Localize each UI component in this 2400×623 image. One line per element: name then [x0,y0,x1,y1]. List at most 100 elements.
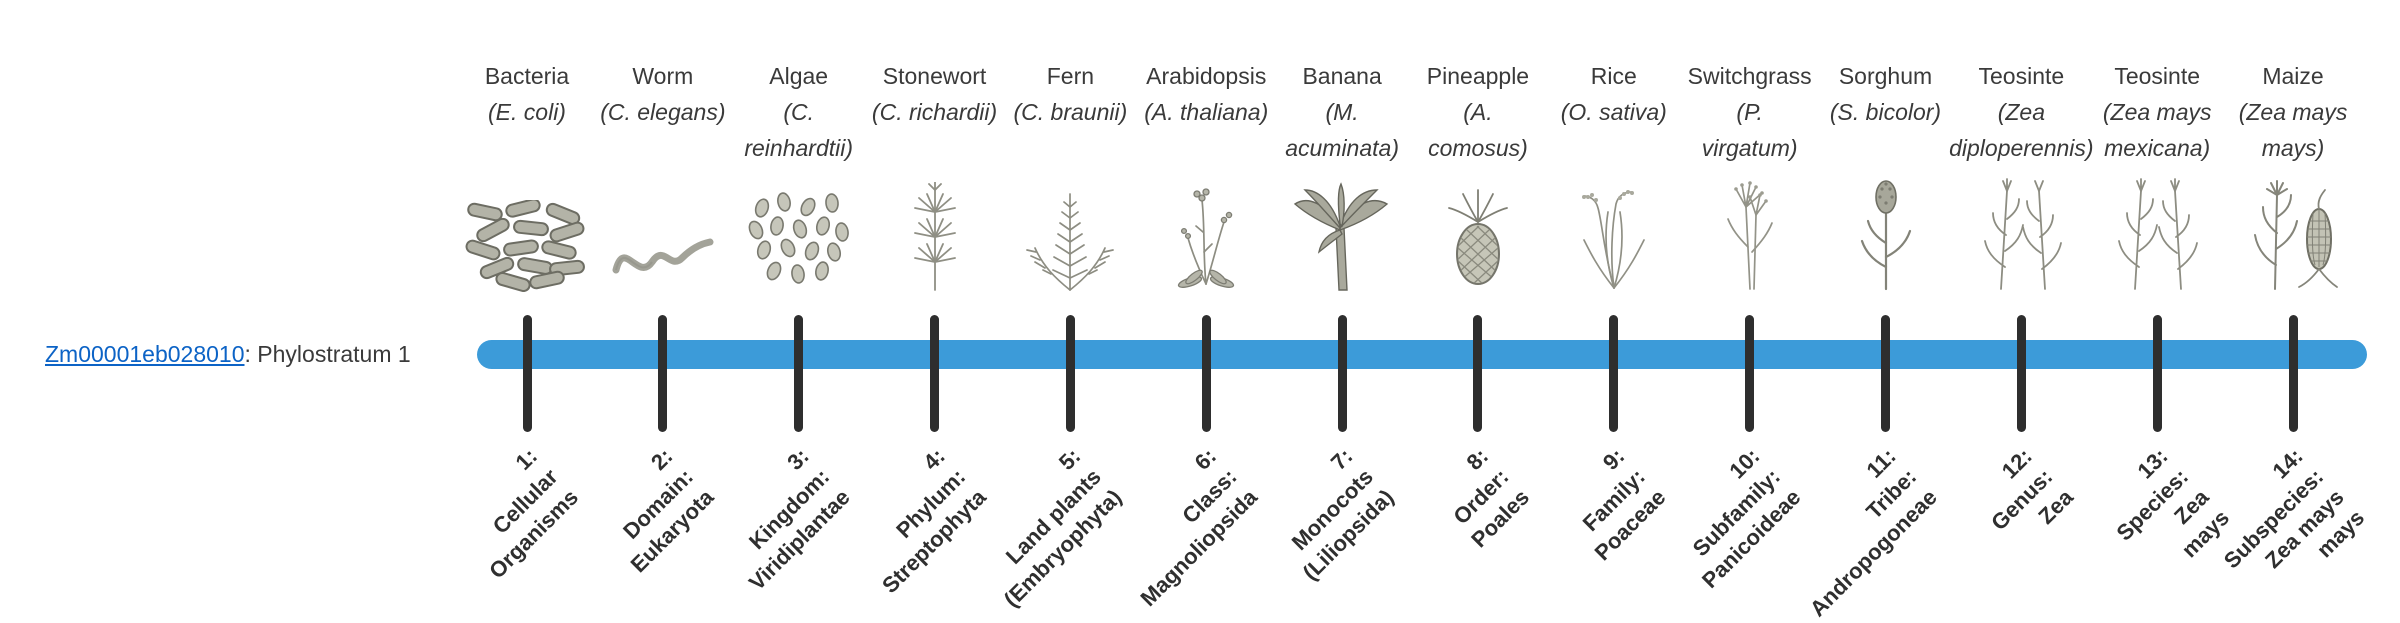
teosinte-mexicana-icon [2082,172,2232,292]
phylostratum-tick [1609,315,1619,432]
taxon-common-name: Rice [1590,63,1637,89]
taxon-name: Pineapple (A. comosus) [1403,58,1553,166]
scientific-name-line: (C. richardii) [871,99,998,125]
stratum-label: 1: Cellular Organisms [442,442,585,585]
scientific-name-line: diploperennis) [1949,135,2094,161]
taxon-scientific-name: (O. sativa) [1539,94,1689,130]
phylostratum-tick [2288,315,2298,432]
taxon-name: Switchgrass (P. virgatum) [1675,58,1825,166]
banana-icon [1267,172,1417,292]
stratum-label: 6: Class: Magnoliopsida [1093,442,1263,612]
taxon-common-name: Teosinte [2114,63,2201,89]
phylostrata-axis: Bacteria (E. coli) 1: Cellular Organisms Wor… [452,58,2370,621]
taxon-common-name: Algae [769,63,829,89]
gene-id-link[interactable]: Zm00001eb028010 [45,341,245,367]
stratum-label: 2: Domain: Eukaryota [584,442,721,579]
scientific-name-line: (Zea mays [2102,99,2212,125]
scientific-name-line: reinhardtii) [744,135,854,161]
taxon-scientific-name: (C. richardii) [860,94,1010,130]
scientific-name-line: (S. bicolor) [1829,99,1942,125]
stratum-label: 4: Phylum: Streptophyta [835,442,992,599]
scientific-name-line: virgatum) [1701,135,1798,161]
scientific-name-line: comosus) [1428,135,1528,161]
scientific-name-line: (Zea [1997,99,2045,125]
phylostratum-tick [1745,315,1755,432]
stonewort-icon [860,172,1010,292]
taxon-name: Rice (O. sativa) [1539,58,1689,130]
rice-icon [1539,172,1689,292]
worm-icon [588,172,738,292]
gene-label: Zm00001eb028010: Phylostratum 1 [45,340,411,369]
taxon-name: Maize (Zea mays mays) [2218,58,2368,166]
stratum-label: 5: Land plants (Embryophyta) [957,442,1128,613]
taxon-common-name: Switchgrass [1687,63,1812,89]
phylostratum-tick [522,315,532,432]
stratum-label: 11: Tribe: Andropogoneae [1762,442,1943,623]
phylostratum-tick [2152,315,2162,432]
taxon-scientific-name: (E. coli) [452,94,602,130]
taxon-common-name: Arabidopsis [1146,63,1267,89]
arabidopsis-icon [1131,172,1281,292]
taxon-name: Arabidopsis (A. thaliana) [1131,58,1281,130]
taxon-scientific-name: (P. virgatum) [1675,94,1825,166]
taxon-scientific-name: (M. acuminata) [1267,94,1417,166]
scientific-name-line: (P. [1736,99,1763,125]
taxon-name: Algae (C. reinhardtii) [724,58,874,166]
taxon-common-name: Banana [1302,63,1382,89]
taxon-scientific-name: (C. braunii) [995,94,1145,130]
switchgrass-icon [1675,172,1825,292]
taxon-scientific-name: (Zea mays mays) [2218,94,2368,166]
scientific-name-line: (M. [1325,99,1359,125]
stratum-label: 13: Species: Zea mays [2089,442,2235,588]
stratum-label: 3: Kingdom: Viridiplantae [702,442,857,597]
taxon-scientific-name: (C. elegans) [588,94,738,130]
scientific-name-line: (O. sativa) [1560,99,1667,125]
phylostratum-tick [2016,315,2026,432]
phylostratum-tick [930,315,940,432]
taxon-name: Bacteria (E. coli) [452,58,602,130]
phylostrata-viewer: Zm00001eb028010: Phylostratum 1 Bacteria… [45,58,2370,621]
scientific-name-line: (E. coli) [488,99,566,125]
scientific-name-line: acuminata) [1285,135,1399,161]
phylostratum-tick [1473,315,1483,432]
scientific-name-line: (C. [783,99,815,125]
scientific-name-line: (Zea mays [2238,99,2348,125]
taxon-scientific-name: (Zea mays mexicana) [2082,94,2232,166]
scientific-name-line: (C. elegans) [600,99,726,125]
stratum-label: 12: Genus: Zea [1964,442,2079,557]
phylostratum-tick [794,315,804,432]
phylostratum-tick [1881,315,1890,432]
stratum-label: 7: Monocots (Liliopsida) [1255,442,1399,586]
scientific-name-line: mays) [2261,135,2325,161]
taxon-scientific-name: (C. reinhardtii) [724,94,874,166]
teosinte-diploperennis-icon [1946,172,2096,292]
gene-label-suffix: : Phylostratum 1 [244,341,411,367]
phylostratum-tick [1065,315,1075,432]
algae-icon [724,172,874,292]
fern-icon [995,172,1145,292]
phylostratum-tick [1201,315,1211,432]
scientific-name-line: (A. thaliana) [1144,99,1269,125]
scientific-name-line: (C. braunii) [1013,99,1128,125]
taxon-name: Stonewort (C. richardii) [860,58,1010,130]
maize-icon [2218,172,2368,292]
sorghum-icon [1811,172,1961,292]
taxon-name: Banana (M. acuminata) [1267,58,1417,166]
phylostrata-bar [477,340,2367,369]
taxon-scientific-name: (A. comosus) [1403,94,1553,166]
scientific-name-line: mexicana) [2104,135,2211,161]
taxon-common-name: Worm [632,63,694,89]
phylostratum-tick [658,315,668,432]
taxon-common-name: Teosinte [1978,63,2065,89]
taxon-scientific-name: (Zea diploperennis) [1946,94,2096,166]
taxon-common-name: Fern [1046,63,1095,89]
phylostratum-tick [1337,315,1347,432]
stratum-label: 8: Order: Poales [1424,442,1536,554]
pineapple-icon [1403,172,1553,292]
stratum-label: 14: Subspecies: Zea mays mays [2197,442,2371,616]
taxon-scientific-name: (A. thaliana) [1131,94,1281,130]
taxon-name: Sorghum (S. bicolor) [1811,58,1961,130]
stratum-label: 9: Family: Poaceae [1547,442,1672,567]
taxon-common-name: Sorghum [1838,63,1933,89]
taxon-name: Teosinte (Zea diploperennis) [1946,58,2096,166]
